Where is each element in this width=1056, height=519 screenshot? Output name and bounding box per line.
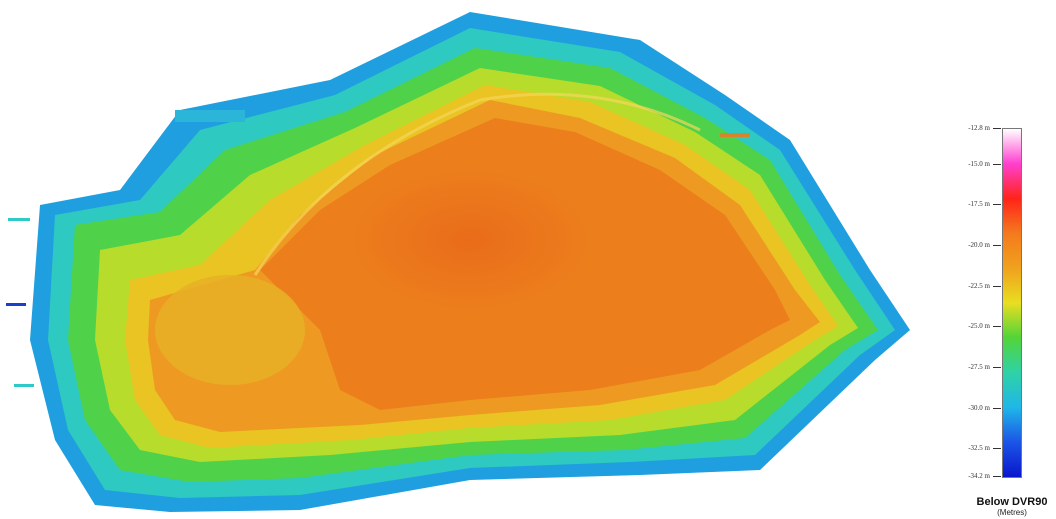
depth-color-scale (1002, 128, 1022, 478)
plateau-peak-shading (350, 170, 590, 310)
legend-units: (Metres) (997, 508, 1027, 517)
survey-line (14, 384, 34, 387)
legend-tick-mark (993, 407, 1001, 409)
legend-tick-label: -12.8 m (968, 124, 990, 132)
legend-tick-mark (993, 285, 1001, 287)
legend-tick-label: -32.5 m (968, 444, 990, 453)
legend-tick-mark (993, 128, 1001, 129)
legend-tick-mark (993, 204, 1001, 206)
legend-tick-label: -22.5 m (968, 281, 990, 290)
ridge-highlight (253, 92, 701, 276)
survey-line (6, 303, 26, 306)
legend-tick-label: -34.2 m (968, 472, 990, 480)
legend-tick-label: -27.5 m (968, 363, 990, 372)
legend-tick-mark (993, 245, 1001, 247)
survey-line (175, 110, 245, 122)
legend-title: Below DVR90 (976, 496, 1048, 508)
western-rough-area (155, 275, 305, 385)
legend-tick-label: -30.0 m (968, 403, 990, 412)
legend-tick-mark (993, 367, 1001, 369)
survey-line (8, 218, 30, 221)
legend-tick-mark (993, 326, 1001, 328)
legend-tick-mark (993, 476, 1001, 477)
legend-tick-mark (993, 163, 1001, 165)
legend-tick-label: -17.5 m (968, 200, 990, 209)
legend-tick-label: -20.0 m (968, 241, 990, 250)
survey-line (720, 133, 750, 137)
legend-tick-label: -25.0 m (968, 322, 990, 331)
legend-tick-mark (993, 448, 1001, 450)
legend-tick-label: -15.0 m (968, 159, 990, 168)
